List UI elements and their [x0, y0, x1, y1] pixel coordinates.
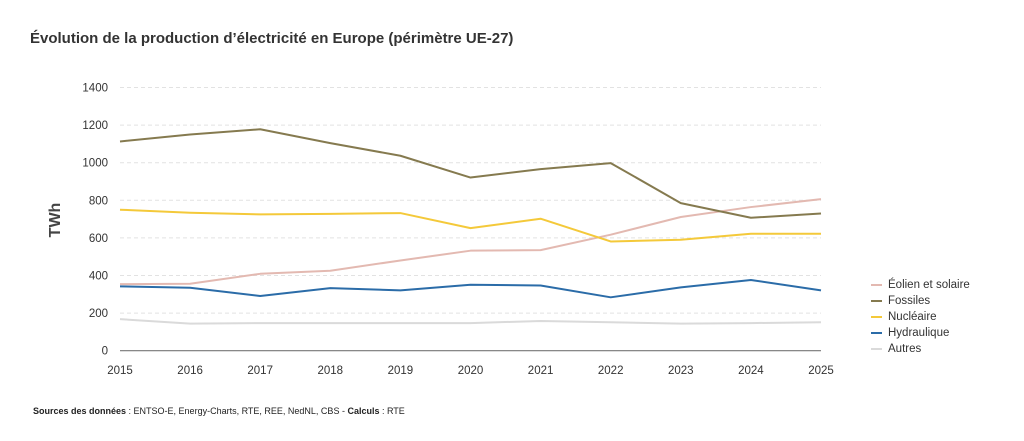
series-line-nucléaire: [119, 208, 821, 243]
y-axis-label: TWh: [47, 203, 64, 238]
legend-item[interactable]: Éolien et solaire: [871, 277, 970, 293]
x-tick-label: 2024: [738, 365, 764, 377]
y-tick-label: 1000: [82, 158, 108, 170]
legend-swatch: [871, 300, 882, 302]
x-axis: 2015 2016 2017 2018 2019 2020 2021 2022 2023 2024…: [107, 350, 834, 377]
sources-text: : ENTSO-E, Energy-Charts, RTE, REE, NedN…: [126, 406, 348, 416]
x-tick-label: 2023: [668, 365, 694, 377]
series-line-autres: [119, 318, 822, 325]
legend-label: Nucléaire: [888, 311, 937, 323]
series-line-fossiles: [119, 128, 822, 219]
footer-sources: Sources des données : ENTSO-E, Energy-Ch…: [33, 406, 405, 416]
y-tick-label: 0: [102, 346, 108, 358]
calc-text: : RTE: [379, 406, 405, 416]
x-tick-label: 2020: [458, 365, 484, 377]
y-axis: 0 200 400 600 800 1000 1200 1400: [82, 83, 108, 358]
chart-title: Évolution de la production d’électricité…: [30, 30, 514, 47]
legend-label: Éolien et solaire: [888, 279, 970, 291]
y-tick-label: 400: [89, 271, 108, 283]
x-tick-label: 2016: [177, 365, 203, 377]
y-tick-label: 1200: [82, 120, 108, 132]
series-line-hydraulique: [119, 279, 822, 299]
legend-label: Hydraulique: [888, 327, 950, 339]
x-tick-label: 2021: [528, 365, 554, 377]
legend-item[interactable]: Nucléaire: [871, 309, 970, 325]
y-tick-label: 200: [89, 308, 108, 320]
legend-swatch: [871, 284, 882, 286]
series-lines: [119, 128, 822, 325]
x-tick-label: 2019: [388, 365, 414, 377]
x-tick-label: 2025: [808, 365, 834, 377]
y-tick-label: 800: [89, 195, 108, 207]
calc-label: Calculs: [347, 406, 380, 416]
sources-label: Sources des données: [33, 406, 127, 416]
legend-swatch: [871, 316, 882, 318]
legend-item[interactable]: Hydraulique: [871, 325, 970, 341]
legend: Éolien et solaire Fossiles Nucléaire Hydrau…: [871, 277, 970, 357]
legend-swatch: [871, 348, 882, 350]
legend-label: Fossiles: [888, 295, 931, 307]
legend-swatch: [871, 332, 882, 334]
x-tick-label: 2022: [598, 365, 624, 377]
y-tick-label: 600: [89, 233, 108, 245]
y-tick-label: 1400: [82, 83, 108, 95]
x-tick-label: 2015: [107, 365, 133, 377]
legend-item[interactable]: Autres: [871, 341, 970, 357]
legend-item[interactable]: Fossiles: [871, 293, 970, 309]
x-tick-label: 2017: [247, 365, 273, 377]
legend-label: Autres: [888, 343, 922, 355]
x-tick-label: 2018: [318, 365, 344, 377]
series-line-éolien-et-solaire: [119, 198, 822, 286]
grid: [120, 87, 821, 314]
